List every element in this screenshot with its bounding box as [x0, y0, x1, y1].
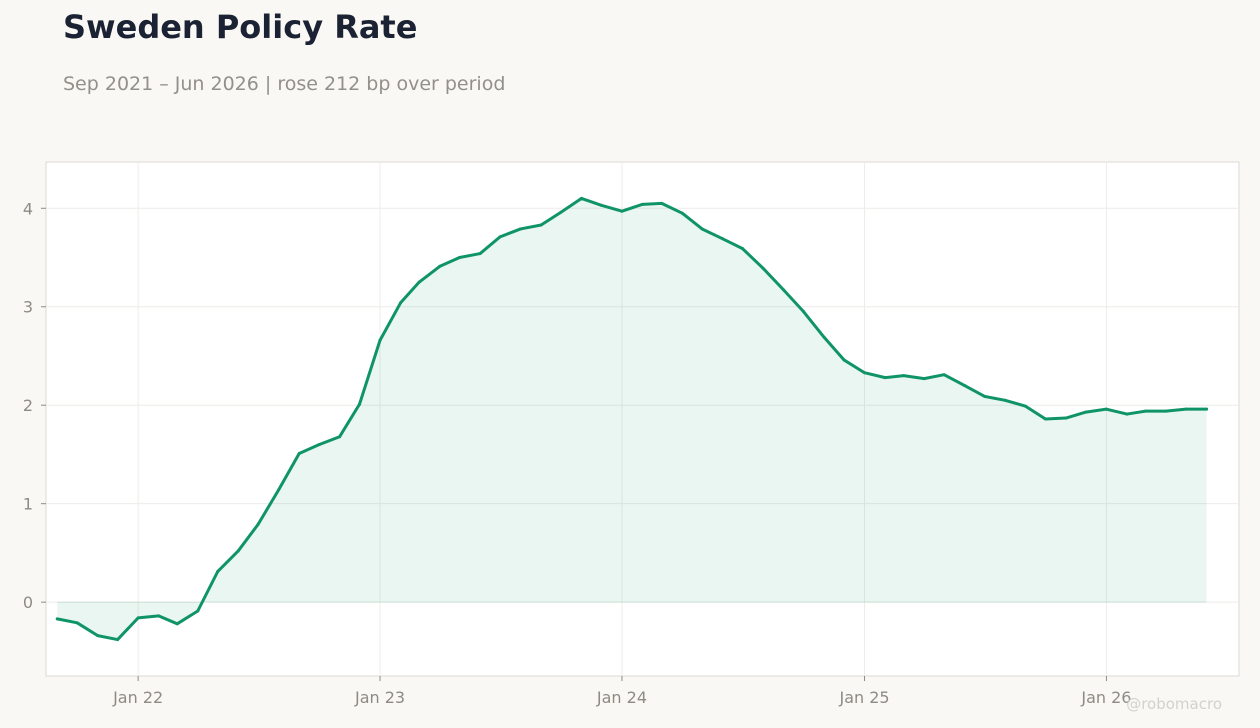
data-point	[378, 338, 382, 342]
x-axis-ticks: Jan 22 Jan 23 Jan 24 Jan 25 Jan 26	[112, 676, 1131, 707]
data-point	[1084, 410, 1088, 414]
data-point	[75, 621, 79, 625]
data-point	[277, 488, 281, 492]
data-point	[96, 634, 100, 638]
data-point	[1184, 407, 1188, 411]
watermark: @robomacro	[1126, 695, 1222, 713]
x-tick-label: Jan 25	[838, 688, 889, 707]
data-point	[1104, 407, 1108, 411]
data-point	[660, 201, 664, 205]
data-point	[922, 377, 926, 381]
data-point	[741, 247, 745, 251]
data-point	[498, 235, 502, 239]
data-point	[1043, 417, 1047, 421]
x-tick-label: Jan 22	[112, 688, 163, 707]
x-tick-label: Jan 26	[1080, 688, 1131, 707]
y-tick-label: 3	[23, 298, 33, 317]
data-point	[175, 622, 179, 626]
data-point	[842, 358, 846, 362]
data-point	[136, 616, 140, 620]
data-point	[620, 209, 624, 213]
x-tick-label: Jan 23	[354, 688, 405, 707]
data-point	[1024, 404, 1028, 408]
data-point	[478, 252, 482, 256]
data-point	[1003, 398, 1007, 402]
data-point	[700, 227, 704, 231]
data-point	[216, 570, 220, 574]
x-tick-label: Jan 24	[596, 688, 647, 707]
data-point	[357, 402, 361, 406]
data-point	[196, 609, 200, 613]
data-point	[680, 211, 684, 215]
data-point	[256, 522, 260, 526]
y-axis-ticks: 0 1 2 3 4	[23, 199, 46, 612]
data-point	[317, 443, 321, 447]
plot-area	[45, 161, 1240, 677]
data-point	[963, 384, 967, 388]
series-line	[55, 196, 1209, 642]
data-point	[519, 227, 523, 231]
data-point	[559, 210, 563, 214]
data-point	[458, 256, 462, 260]
data-point	[157, 614, 161, 618]
data-point	[399, 301, 403, 305]
data-point	[721, 237, 725, 241]
y-tick-label: 2	[23, 396, 33, 415]
data-point	[1064, 416, 1068, 420]
data-point	[539, 223, 543, 227]
data-point	[802, 310, 806, 314]
y-tick-label: 1	[23, 495, 33, 514]
data-point	[1144, 409, 1148, 413]
data-point	[902, 374, 906, 378]
data-point	[580, 196, 584, 200]
data-point	[599, 203, 603, 207]
grid-lines	[46, 162, 1239, 676]
data-point	[883, 376, 887, 380]
chart-title: Sweden Policy Rate	[63, 8, 418, 46]
y-tick-label: 4	[23, 199, 33, 218]
data-point	[782, 288, 786, 292]
data-point	[822, 335, 826, 339]
data-point	[55, 617, 59, 621]
data-point	[338, 435, 342, 439]
data-point	[236, 549, 240, 553]
data-point	[641, 202, 644, 206]
data-point	[417, 280, 421, 284]
data-point	[761, 266, 765, 270]
data-point	[1205, 407, 1209, 411]
chart-subtitle: Sep 2021 – Jun 2026 | rose 212 bp over p…	[63, 73, 506, 95]
data-point	[1125, 412, 1129, 416]
data-point	[1164, 409, 1168, 413]
y-tick-label: 0	[23, 593, 33, 612]
data-point	[863, 371, 867, 375]
data-point	[116, 638, 120, 642]
series-points	[55, 196, 1209, 642]
data-point	[438, 264, 442, 268]
data-point	[297, 451, 301, 455]
series-area	[57, 198, 1207, 640]
data-point	[982, 394, 986, 398]
data-point	[942, 373, 946, 377]
